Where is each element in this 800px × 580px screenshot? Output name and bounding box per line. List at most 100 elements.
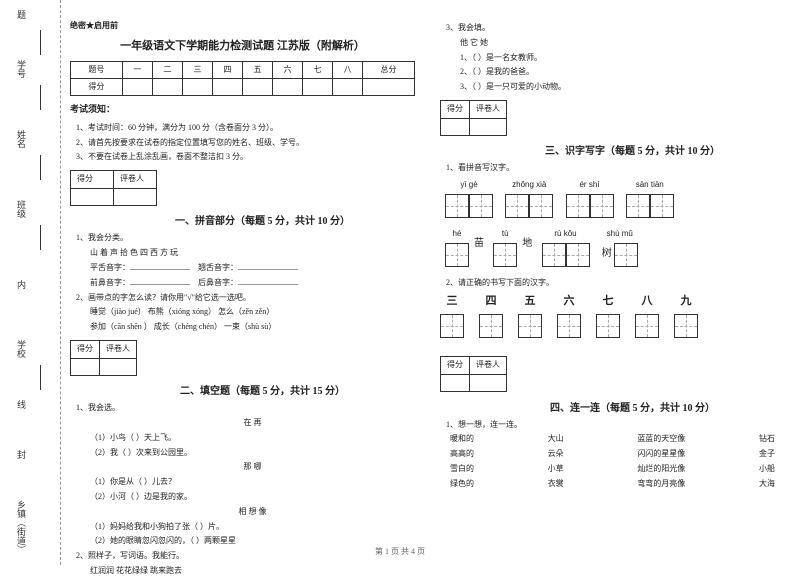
stroke-item: 六 [557,293,581,342]
question-line: （2）小河（ ）边是我的家。 [90,491,415,504]
options: 相 想 像 [90,506,415,519]
mini-score-label: 评卷人 [470,100,507,118]
char-grid: tù [493,228,517,267]
question: 1、想一想，连一连。 [446,419,785,432]
label: 后鼻音字： [198,278,238,287]
content-area: 绝密★启用前 一年级语文下学期能力检测试题 江苏版（附解析） 题号 一 二 三 … [70,20,785,580]
margin-line [40,365,41,390]
question-line: （2）我（ ）次来到公园里。 [90,447,415,460]
score-header: 五 [242,62,272,79]
stroke-char: 三 [440,293,464,311]
mini-score-label: 评卷人 [100,340,137,358]
margin-line [40,225,41,250]
char-grid: yī gè [445,179,493,218]
margin-label: 学号 [15,60,28,78]
question-line: （1）你是从（ ）儿去？ [90,476,415,489]
binding-margin: 题 学号 姓名 班级 内 学校 线 封 乡镇（街道） [0,0,61,565]
stroke-item: 四 [479,293,503,342]
match-row: 绿色的衣裳弯弯的月亮像大海 [450,478,775,491]
instruction-item: 3、不要在试卷上乱涂乱画，卷面不整洁扣 3 分。 [76,151,415,164]
margin-line [40,30,41,55]
options: 那 哪 [90,461,415,474]
pinyin-row: yī gè zhǒng xià ér shí sān tiān [440,177,785,220]
pinyin-row: hé苗 tù地 rù kǒu shù mǔ树 [440,226,785,269]
section3-title: 三、识字写字（每题 5 分，共计 10 分） [480,144,785,160]
question-line: （1）妈妈给我和小狗拍了张（ ）片。 [90,521,415,534]
pinyin-label: zhǒng xià [505,179,553,192]
char-grid: rù kǒu [542,228,590,267]
score-table: 题号 一 二 三 四 五 六 七 八 总分 得分 [70,61,415,96]
question-line: （1）小鸟（ ）天上飞。 [90,432,415,445]
match-item: 蓝蓝的天空像 [637,433,685,446]
match-row: 暖和的大山蓝蓝的天空像钻石 [450,433,775,446]
match-item: 弯弯的月亮像 [637,478,685,491]
margin-label: 封 [15,450,28,459]
stroke-item: 七 [596,293,620,342]
match-item: 小船 [759,463,775,476]
label: 翘舌音字： [198,263,238,272]
question-line: 睡觉（jiào jué） 布熊（xióng xóng） 怎么（zěn zěn） [90,306,415,319]
stroke-item: 八 [635,293,659,342]
mini-score-box: 得分评卷人 [440,100,507,136]
stroke-char: 七 [596,293,620,311]
pinyin-label: sān tiān [626,179,674,192]
score-header: 四 [212,62,242,79]
exam-title: 一年级语文下学期能力检测试题 江苏版（附解析） [70,38,415,56]
match-item: 钻石 [759,433,775,446]
exam-page: 题 学号 姓名 班级 内 学校 线 封 乡镇（街道） 绝密★启用前 一年级语文下… [0,0,800,565]
label: 前鼻音字： [90,278,130,287]
mini-score-label: 得分 [441,100,470,118]
question-line: 前鼻音字： 后鼻音字： [90,277,415,290]
stroke-char: 四 [479,293,503,311]
match-item: 闪闪的星星像 [637,448,685,461]
margin-label: 线 [15,400,28,409]
pinyin-label: rù kǒu [542,228,590,241]
match-item: 绿色的 [450,478,474,491]
section1-title: 一、拼音部分（每题 5 分，共计 10 分） [110,214,415,230]
section4-title: 四、连一连（每题 5 分，共计 10 分） [480,401,785,417]
question-line: 3、（ ）是一只可爱的小动物。 [460,81,785,94]
pinyin-label: hé [445,228,469,241]
score-row-label: 得分 [71,79,123,96]
instruction-item: 1、考试时间：60 分钟，满分为 100 分（含卷面分 3 分）。 [76,122,415,135]
prefix-char: 树 [602,246,612,267]
question: 1、看拼音写汉字。 [446,162,785,175]
question-line: 红润润 花花绿绿 跳来跑去 [90,565,415,578]
question: 2、画带点的字怎么读？请你用"√"给它选一选吧。 [76,292,415,305]
stroke-char: 八 [635,293,659,311]
question: 1、我会分类。 [76,232,415,245]
match-item: 暖和的 [450,433,474,446]
match-item: 雪白的 [450,463,474,476]
score-header: 六 [273,62,303,79]
match-row: 高高的云朵闪闪的星星像金子 [450,448,775,461]
margin-label: 题 [15,10,28,19]
label: 平舌音字： [90,263,130,272]
question-line: 2、（ ）是我的爸爸。 [460,66,785,79]
section2-title: 二、填空题（每题 5 分，共计 15 分） [110,384,415,400]
margin-label: 学校 [15,340,28,358]
stroke-char: 九 [674,293,698,311]
instruction-item: 2、请首先按要求在试卷的指定位置填写您的姓名、班级、学号。 [76,137,415,150]
char-grid: hé [445,228,469,267]
match-item: 小草 [548,463,564,476]
stroke-char: 五 [518,293,542,311]
question: 3、我会填。 [446,22,785,35]
match-item: 高高的 [450,448,474,461]
right-column: 3、我会填。 他 它 她 1、（ ）是一名女教师。 2、（ ）是我的爸爸。 3、… [440,20,785,580]
question-line: 1、（ ）是一名女教师。 [460,52,785,65]
stroke-item: 五 [518,293,542,342]
pinyin-label: ér shí [566,179,614,192]
margin-line [40,85,41,110]
question-chars: 山 着 声 拾 色 四 西 方 玩 [90,247,415,260]
pinyin-label: tù [493,228,517,241]
page-number: 第 1 页 共 4 页 [0,546,800,557]
question: 2、请正确的书写下面的汉字。 [446,277,785,290]
secret-label: 绝密★启用前 [70,20,415,33]
stroke-item: 九 [674,293,698,342]
score-header: 七 [303,62,333,79]
match-item: 衣裳 [548,478,564,491]
char-grid: ér shí [566,179,614,218]
match-item: 云朵 [548,448,564,461]
char-grid: sān tiān [626,179,674,218]
score-header: 八 [333,62,363,79]
